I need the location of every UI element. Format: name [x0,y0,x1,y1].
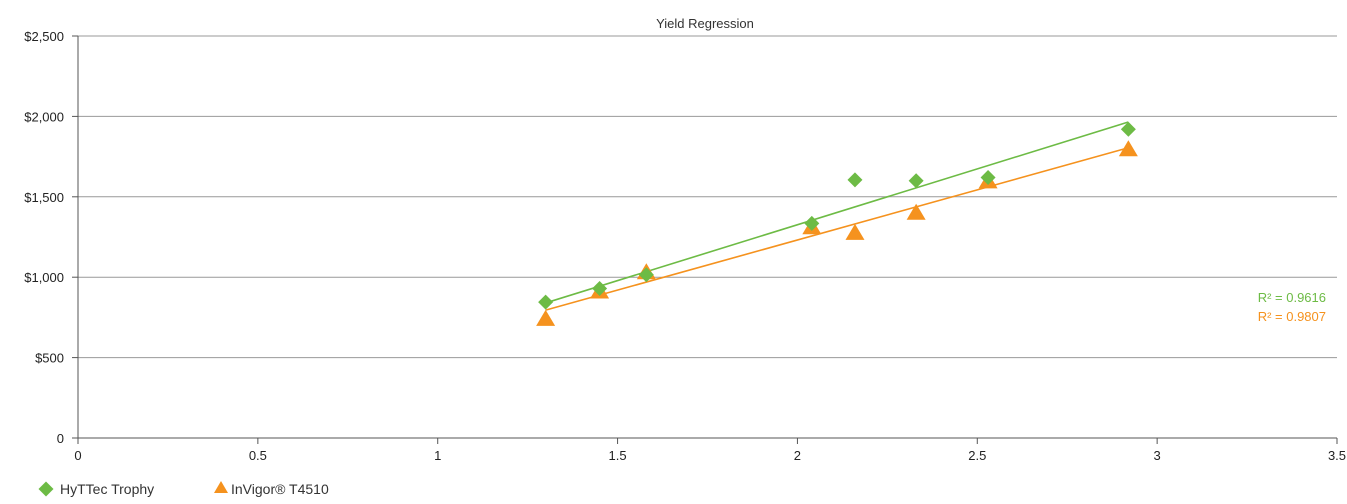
r-squared-label: R² = 0.9616 [1258,290,1326,305]
data-point-triangle [906,203,926,220]
trendline-hyttec-trophy [545,121,1129,304]
legend-triangle-icon [214,481,228,493]
r-squared-labels: R² = 0.9616 R² = 0.9807 [1258,290,1326,324]
y-tick-label: 0 [57,431,64,446]
y-tick-label: $1,000 [24,270,64,285]
x-tick-label: 1.5 [609,448,627,463]
legend-diamond-icon [38,481,54,497]
data-point-diamond [538,294,554,310]
data-point-diamond [980,170,996,186]
y-tick-label: $2,500 [24,29,64,44]
x-tick-label: 2 [794,448,801,463]
chart-title: Yield Regression [656,16,754,31]
data-point-diamond [804,215,820,231]
data-point-triangle [1118,140,1138,157]
data-point-diamond [1120,121,1136,137]
legend-label: HyTTec Trophy [60,481,154,497]
trendlines [545,121,1129,311]
data-points [536,121,1138,326]
x-tick-label: 0.5 [249,448,267,463]
y-tick-label: $500 [35,351,64,366]
data-point-diamond [638,267,654,283]
y-tick-label: $2,000 [24,109,64,124]
x-tick-label: 1 [434,448,441,463]
trendline-invigor-t4510 [545,146,1129,311]
x-tick-label: 3.5 [1328,448,1346,463]
data-point-diamond [592,280,608,296]
x-tick-label: 0 [74,448,81,463]
data-point-diamond [908,173,924,189]
legend: HyTTec Trophy InVigor® T4510 [38,481,329,497]
data-point-triangle [536,309,556,326]
x-tick-label: 3 [1154,448,1161,463]
r-squared-label: R² = 0.9807 [1258,309,1326,324]
x-tick-label: 2.5 [968,448,986,463]
axes: 0 $500 $1,000 $1,500 $2,000 $2,500 0 0.5 1 1.5 2 2.… [24,29,1346,463]
grid-lines [78,35,1337,359]
legend-label: InVigor® T4510 [231,481,329,497]
data-point-diamond [847,172,863,188]
y-tick-label: $1,500 [24,190,64,205]
data-point-triangle [845,223,865,240]
